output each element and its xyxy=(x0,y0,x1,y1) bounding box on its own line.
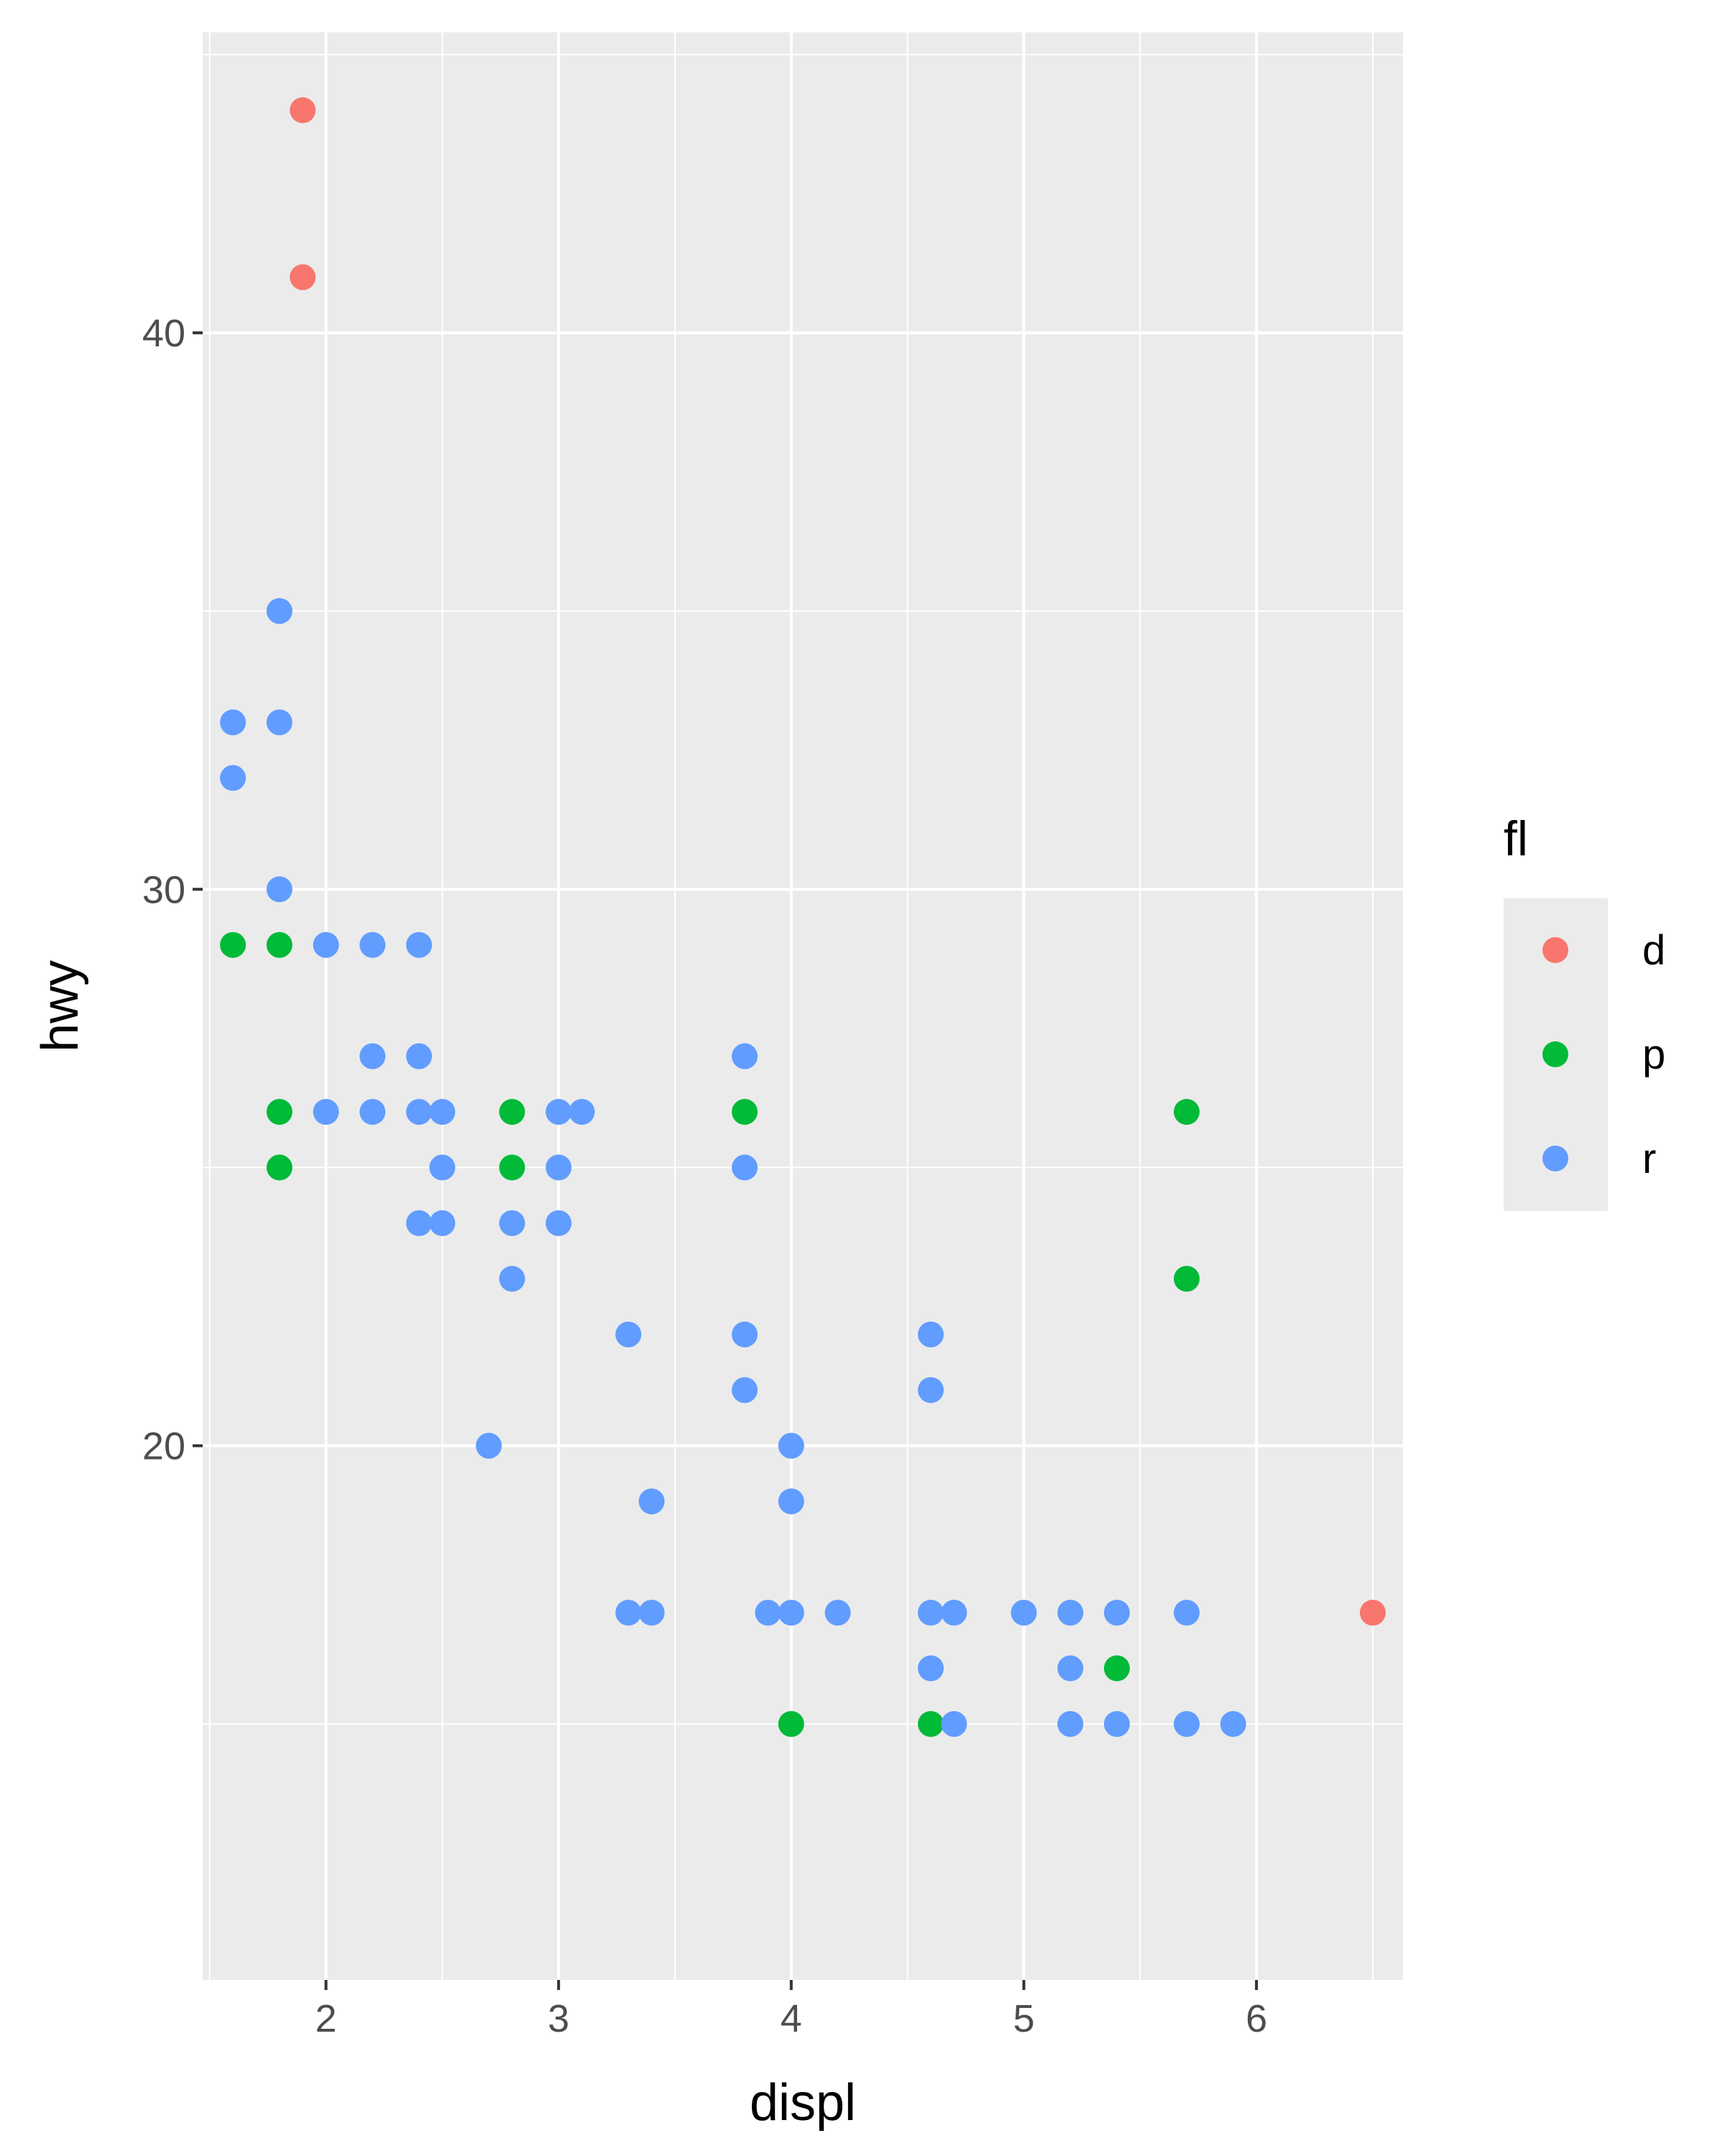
legend-title: fl xyxy=(1504,811,1528,866)
minor-gridlines xyxy=(203,32,1403,1980)
data-point-p xyxy=(266,1154,293,1181)
data-point-r xyxy=(732,1154,758,1181)
data-point-p xyxy=(220,931,247,958)
legend: fl d p r xyxy=(1504,811,1665,1211)
data-point-d xyxy=(290,264,316,290)
data-point-r xyxy=(1011,1599,1037,1626)
data-point-r xyxy=(476,1432,502,1459)
data-point-r xyxy=(918,1321,944,1348)
major-gridlines xyxy=(203,32,1403,1980)
data-point-r xyxy=(499,1210,525,1236)
data-point-r xyxy=(429,1210,456,1236)
data-point-r xyxy=(546,1099,572,1125)
legend-key-d xyxy=(1542,937,1568,963)
data-point-r xyxy=(732,1377,758,1404)
legend-key-p xyxy=(1542,1041,1568,1067)
data-point-r xyxy=(359,931,386,958)
x-tick-label: 4 xyxy=(781,1997,802,2040)
data-point-r xyxy=(405,931,432,958)
data-point-p xyxy=(499,1099,525,1125)
x-axis: 2 3 4 5 6 xyxy=(316,1980,1267,2040)
y-tick-label: 40 xyxy=(142,312,185,355)
data-point-r xyxy=(1103,1710,1130,1737)
data-point-r xyxy=(638,1488,665,1515)
data-point-r xyxy=(405,1043,432,1069)
data-point-r xyxy=(313,1099,339,1125)
data-point-p xyxy=(1174,1266,1200,1292)
data-point-d xyxy=(290,97,316,124)
data-point-p xyxy=(266,1099,293,1125)
x-tick-label: 3 xyxy=(548,1997,569,2040)
data-point-p xyxy=(918,1710,944,1737)
x-axis-title: displ xyxy=(750,2074,856,2132)
data-point-r xyxy=(918,1655,944,1682)
data-point-r xyxy=(918,1377,944,1404)
data-point-p xyxy=(1174,1099,1200,1125)
data-point-r xyxy=(1103,1599,1130,1626)
y-tick-label: 20 xyxy=(142,1425,185,1468)
data-point-p xyxy=(732,1099,758,1125)
data-point-r xyxy=(615,1599,642,1626)
y-tick-label: 30 xyxy=(142,868,185,911)
data-point-r xyxy=(1220,1710,1246,1737)
data-point-r xyxy=(732,1043,758,1069)
legend-label-p: p xyxy=(1642,1031,1665,1078)
data-point-p xyxy=(1103,1655,1130,1682)
legend-label-d: d xyxy=(1642,927,1665,974)
data-point-r xyxy=(546,1210,572,1236)
data-point-r xyxy=(732,1321,758,1348)
data-point-r xyxy=(266,876,293,903)
data-point-r xyxy=(220,765,247,791)
data-point-r xyxy=(638,1599,665,1626)
data-point-r xyxy=(1174,1710,1200,1737)
x-tick-label: 6 xyxy=(1246,1997,1267,2040)
data-point-r xyxy=(941,1599,967,1626)
data-point-r xyxy=(569,1099,595,1125)
data-point-r xyxy=(429,1099,456,1125)
data-point-r xyxy=(1057,1710,1084,1737)
data-point-r xyxy=(429,1154,456,1181)
data-point-r xyxy=(266,709,293,736)
data-point-r xyxy=(1174,1599,1200,1626)
x-tick-label: 5 xyxy=(1013,1997,1034,2040)
plot-panel xyxy=(203,32,1403,1980)
data-points xyxy=(220,97,1386,1737)
data-point-r xyxy=(1057,1655,1084,1682)
legend-key-r xyxy=(1542,1146,1568,1171)
data-point-d xyxy=(1359,1599,1386,1626)
data-point-r xyxy=(499,1266,525,1292)
data-point-r xyxy=(778,1599,804,1626)
data-point-r xyxy=(778,1432,804,1459)
data-point-r xyxy=(615,1321,642,1348)
data-point-r xyxy=(359,1099,386,1125)
data-point-r xyxy=(220,709,247,736)
x-tick-label: 2 xyxy=(316,1997,337,2040)
data-point-r xyxy=(405,1099,432,1125)
data-point-r xyxy=(755,1599,781,1626)
data-point-r xyxy=(1057,1599,1084,1626)
data-point-p xyxy=(266,931,293,958)
data-point-r xyxy=(405,1210,432,1236)
data-point-r xyxy=(778,1488,804,1515)
y-axis: 20 30 40 xyxy=(142,312,203,1468)
data-point-r xyxy=(941,1710,967,1737)
data-point-r xyxy=(824,1599,851,1626)
data-point-p xyxy=(499,1154,525,1181)
y-axis-title: hwy xyxy=(32,960,89,1052)
data-point-r xyxy=(266,598,293,625)
legend-label-r: r xyxy=(1642,1135,1656,1182)
data-point-r xyxy=(918,1599,944,1626)
data-point-r xyxy=(359,1043,386,1069)
data-point-r xyxy=(313,931,339,958)
data-point-r xyxy=(546,1154,572,1181)
data-point-p xyxy=(778,1710,804,1737)
